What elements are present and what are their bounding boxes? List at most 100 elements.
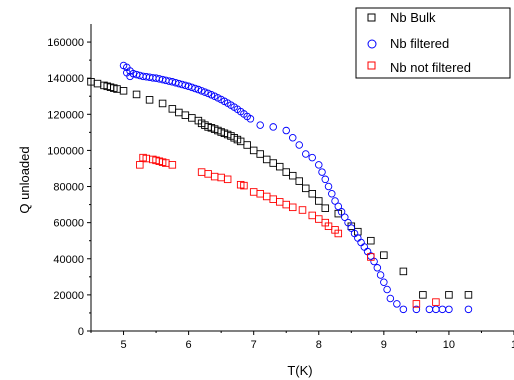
data-point-nb-filtered bbox=[324, 182, 333, 191]
data-point-nb-filtered bbox=[380, 278, 388, 286]
data-point-nb-filtered bbox=[341, 213, 349, 221]
data-point-nb-bulk bbox=[256, 150, 264, 158]
data-point-nb-filtered bbox=[383, 285, 391, 294]
data-point-nb-bulk bbox=[249, 146, 258, 155]
legend-marker-nb-filtered bbox=[367, 39, 377, 49]
data-point-nb-filtered bbox=[399, 305, 408, 314]
data-point-nb-filtered bbox=[347, 224, 356, 232]
x-axis-title: T(K) bbox=[287, 363, 312, 378]
data-point-nb-not-filtered bbox=[136, 161, 144, 169]
data-point-nb-bulk bbox=[269, 159, 277, 167]
data-point-nb-filtered bbox=[191, 84, 199, 93]
data-point-nb-filtered bbox=[302, 150, 310, 158]
data-point-nb-not-filtered bbox=[315, 215, 323, 223]
y-tick-label: 60000 bbox=[53, 218, 84, 230]
data-point-nb-filtered bbox=[386, 294, 395, 303]
data-point-nb-filtered bbox=[315, 161, 323, 169]
x-tick-label: 7 bbox=[251, 339, 257, 351]
data-point-nb-not-filtered bbox=[217, 173, 225, 182]
data-point-nb-filtered bbox=[181, 81, 190, 90]
data-point-nb-not-filtered bbox=[298, 206, 307, 214]
legend-label-nb-bulk: Nb Bulk bbox=[390, 10, 436, 25]
data-point-nb-not-filtered bbox=[256, 190, 264, 198]
data-point-nb-bulk bbox=[445, 291, 453, 299]
data-point-nb-not-filtered bbox=[168, 161, 177, 169]
series-nb-not-filtered bbox=[136, 153, 440, 308]
data-point-nb-filtered bbox=[201, 88, 209, 96]
data-point-nb-bulk bbox=[282, 168, 290, 176]
data-point-nb-filtered bbox=[445, 305, 453, 314]
data-point-nb-not-filtered bbox=[308, 211, 317, 220]
x-tick-label: 1 bbox=[511, 339, 514, 351]
data-point-nb-filtered bbox=[269, 123, 277, 131]
data-point-nb-filtered bbox=[184, 82, 193, 91]
x-tick-label: 5 bbox=[120, 339, 126, 351]
data-point-nb-bulk bbox=[168, 105, 177, 113]
data-point-nb-filtered bbox=[334, 202, 343, 211]
data-point-nb-filtered bbox=[376, 271, 385, 279]
data-point-nb-not-filtered bbox=[223, 175, 232, 184]
data-point-nb-bulk bbox=[399, 267, 408, 276]
data-point-nb-not-filtered bbox=[367, 253, 375, 261]
data-point-nb-filtered bbox=[354, 234, 362, 242]
data-point-nb-filtered bbox=[360, 243, 369, 251]
data-point-nb-filtered bbox=[256, 121, 264, 129]
legend-label-nb-not-filtered: Nb not filtered bbox=[390, 60, 471, 75]
data-point-nb-filtered bbox=[425, 305, 434, 314]
data-point-nb-filtered bbox=[197, 87, 206, 95]
data-point-nb-filtered bbox=[295, 141, 303, 149]
data-point-nb-bulk bbox=[419, 291, 427, 299]
data-point-nb-bulk bbox=[295, 177, 303, 185]
data-point-nb-not-filtered bbox=[204, 170, 212, 178]
y-tick-label: 100000 bbox=[47, 145, 84, 157]
data-point-nb-filtered bbox=[321, 175, 330, 184]
data-point-nb-filtered bbox=[393, 300, 401, 308]
data-point-nb-bulk bbox=[367, 236, 375, 245]
data-point-nb-not-filtered bbox=[432, 298, 440, 306]
data-point-nb-filtered bbox=[357, 238, 365, 247]
data-point-nb-bulk bbox=[132, 90, 141, 99]
data-point-nb-bulk bbox=[188, 114, 196, 122]
data-point-nb-bulk bbox=[243, 141, 251, 149]
data-point-nb-not-filtered bbox=[210, 172, 219, 181]
data-point-nb-filtered bbox=[246, 115, 255, 123]
legend-label-nb-filtered: Nb filtered bbox=[390, 36, 449, 51]
data-point-nb-filtered bbox=[282, 126, 290, 135]
data-point-nb-not-filtered bbox=[334, 229, 343, 238]
data-point-nb-not-filtered bbox=[262, 192, 271, 201]
data-point-nb-bulk bbox=[262, 155, 271, 164]
data-point-nb-bulk bbox=[288, 171, 297, 180]
data-point-nb-bulk bbox=[308, 190, 317, 198]
x-tick-label: 6 bbox=[186, 339, 192, 351]
legend-box bbox=[355, 7, 511, 79]
series-markers bbox=[87, 61, 473, 314]
data-point-nb-filtered bbox=[438, 305, 447, 314]
data-point-nb-filtered bbox=[432, 305, 440, 314]
data-point-nb-filtered bbox=[318, 168, 326, 176]
x-tick-label: 9 bbox=[381, 339, 387, 351]
data-point-nb-filtered bbox=[337, 208, 346, 216]
series-nb-bulk bbox=[87, 78, 473, 299]
data-point-nb-filtered bbox=[464, 305, 473, 314]
data-point-nb-filtered bbox=[328, 190, 336, 198]
data-point-nb-not-filtered bbox=[275, 198, 284, 206]
x-tick-label: 10 bbox=[443, 339, 455, 351]
y-tick-label: 80000 bbox=[53, 182, 84, 194]
legend-marker-nb-not-filtered bbox=[367, 61, 376, 70]
data-point-nb-filtered bbox=[373, 264, 382, 272]
data-point-nb-bulk bbox=[175, 108, 183, 117]
legend-marker-nb-bulk bbox=[367, 13, 376, 22]
legend: Nb Bulk Nb filtered Nb not filtered bbox=[355, 7, 511, 79]
data-point-nb-bulk bbox=[119, 87, 128, 95]
data-point-nb-not-filtered bbox=[240, 181, 248, 190]
data-point-nb-not-filtered bbox=[269, 195, 277, 203]
data-point-nb-bulk bbox=[93, 79, 102, 88]
data-point-nb-filtered bbox=[344, 218, 352, 227]
x-tick-label: 8 bbox=[316, 339, 322, 351]
x-axis-ticks: 5 6 7 8 9 10 1 bbox=[90, 331, 514, 351]
data-point-nb-filtered bbox=[194, 85, 203, 94]
data-point-nb-bulk bbox=[302, 184, 310, 193]
data-point-nb-bulk bbox=[181, 111, 190, 119]
series-nb-filtered bbox=[119, 61, 473, 314]
